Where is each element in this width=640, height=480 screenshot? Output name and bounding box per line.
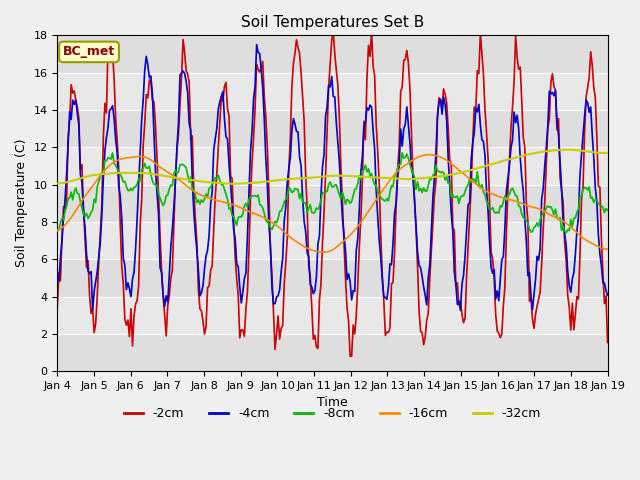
Bar — [58, 110, 607, 147]
X-axis label: Time: Time — [317, 396, 348, 409]
Y-axis label: Soil Temperature (C): Soil Temperature (C) — [15, 139, 28, 267]
Bar — [58, 259, 607, 297]
Title: Soil Temperatures Set B: Soil Temperatures Set B — [241, 15, 424, 30]
Bar — [58, 185, 607, 222]
Legend: -2cm, -4cm, -8cm, -16cm, -32cm: -2cm, -4cm, -8cm, -16cm, -32cm — [119, 402, 546, 425]
Bar — [58, 334, 607, 371]
Bar — [58, 36, 607, 72]
Text: BC_met: BC_met — [63, 46, 115, 59]
